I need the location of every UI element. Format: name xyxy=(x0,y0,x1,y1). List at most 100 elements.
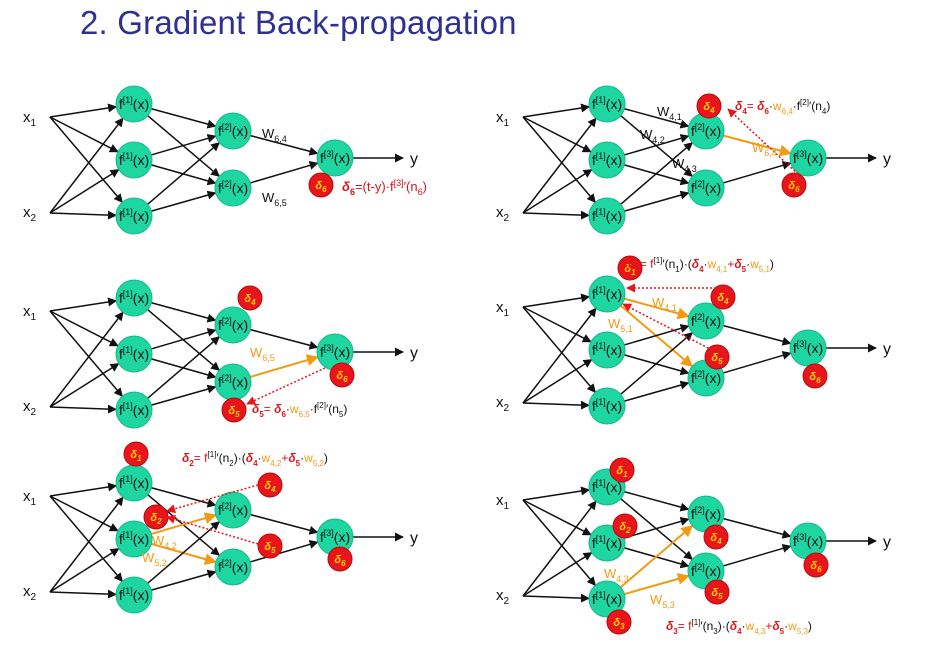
panel3-edge xyxy=(50,311,118,346)
panel3-edge xyxy=(151,303,215,321)
panel1-delta6: δ6 xyxy=(309,173,333,197)
panel3-edge xyxy=(50,301,116,311)
panel5-layer2-node-5: f[2](x) xyxy=(215,549,251,585)
panel1-edge xyxy=(151,193,215,211)
formula-delta3: δ3= f[1]′(n3)·(δ4·w4,3+δ5·w5,3) xyxy=(666,618,812,636)
panel1-output-node: f[3](x) xyxy=(317,140,353,176)
formula-delta6: δ6=(t-y)·f[3]′(n6) xyxy=(342,178,427,197)
panel6-edge xyxy=(723,519,790,537)
panel6-delta5: δ5 xyxy=(705,580,729,604)
panel6-delta1: δ1 xyxy=(610,458,634,482)
panel2-edge xyxy=(523,170,592,213)
panel5-edge xyxy=(50,592,116,594)
panel4-edge xyxy=(523,307,591,342)
panel6-edge xyxy=(624,492,688,510)
panel1-edge xyxy=(50,170,119,213)
panel1-edge xyxy=(250,163,317,183)
panel3-edge xyxy=(50,364,119,407)
panel4-hidden-node-3: f[1](x) xyxy=(589,388,625,424)
panel5-delta4: δ4 xyxy=(258,473,282,497)
panel4-y-label: y xyxy=(883,341,891,358)
panel1-edge xyxy=(50,213,116,215)
panel2-hidden-node-2: f[1](x) xyxy=(589,142,625,178)
panel6-x1-label: x1 xyxy=(496,492,510,512)
panel2-edge xyxy=(523,213,589,215)
panel5-x2-label: x2 xyxy=(23,583,37,603)
panel4-edge xyxy=(523,403,589,405)
panel3-edge xyxy=(50,407,116,409)
panel1-w64-label: W6,4 xyxy=(262,126,287,144)
panel4-delta6: δ6 xyxy=(803,364,827,388)
panel6-delta2: δ2 xyxy=(613,514,637,538)
panel4-hidden-node-1: f[1](x) xyxy=(589,276,625,312)
panel1-hidden-node-2: f[1](x) xyxy=(116,142,152,178)
panel6-edge xyxy=(523,501,596,596)
panel4-w51-label: W5,1 xyxy=(608,316,633,334)
panel2-edge xyxy=(523,118,596,213)
panel1-layer2-node-4: f[2](x) xyxy=(215,113,251,149)
panel4-hidden-node-2: f[1](x) xyxy=(589,332,625,368)
panel3-delta4: δ4 xyxy=(238,286,262,310)
panel4-edge xyxy=(624,326,688,345)
panel3-x2-label: x2 xyxy=(23,398,37,418)
panel6-y-label: y xyxy=(883,534,891,551)
panel2-edge xyxy=(523,117,591,152)
panel1-layer2-node-5: f[2](x) xyxy=(215,170,251,206)
panel4-w41-label: W4,1 xyxy=(652,295,677,313)
panel5-hidden-node-3: f[1](x) xyxy=(116,577,152,613)
panel4-edge xyxy=(523,360,592,403)
panel5-delta5: δ5 xyxy=(258,534,282,558)
panel5-w52-label: W5,2 xyxy=(142,550,167,568)
panel1-hidden-node-3: f[1](x) xyxy=(116,198,152,234)
panel6-edge xyxy=(723,546,790,566)
panel5-edge xyxy=(50,497,123,592)
panel5-edge xyxy=(50,549,119,592)
panel3-hidden-node-1: f[1](x) xyxy=(116,280,152,316)
panel6-delta6: δ6 xyxy=(804,553,828,577)
panel3-layer2-node-4: f[2](x) xyxy=(215,307,251,343)
panel6-edge xyxy=(523,596,589,598)
panel3-x1-label: x1 xyxy=(23,303,37,323)
panel3-edge xyxy=(151,387,215,405)
panel3-w65-label: W6,5 xyxy=(250,345,275,363)
panel4-x2-label: x2 xyxy=(496,394,510,414)
panel5-x1-label: x1 xyxy=(23,488,37,508)
panel2-delta6: δ6 xyxy=(782,173,806,197)
panel3-delta6: δ6 xyxy=(330,363,354,387)
panel6-delta4: δ4 xyxy=(704,525,728,549)
panel2-delta4: δ4 xyxy=(697,94,721,118)
panel3-edge xyxy=(250,357,317,377)
panel3-edge xyxy=(50,312,123,407)
panel2-x2-label: x2 xyxy=(496,204,510,224)
panel2-edge xyxy=(523,107,589,117)
panel4-delta5: δ5 xyxy=(705,345,729,369)
panel1-y-label: y xyxy=(410,151,418,168)
panel1-edge xyxy=(50,118,123,213)
panel2-w42-label: W4,2 xyxy=(640,127,665,145)
panel1-edge xyxy=(151,136,215,155)
panel5-delta2: δ2 xyxy=(144,505,168,529)
panel4-output-node: f[3](x) xyxy=(790,330,826,366)
panel3-delta5: δ5 xyxy=(222,398,246,422)
panel2-x1-label: x1 xyxy=(496,109,510,129)
panel6-x2-label: x2 xyxy=(496,587,510,607)
panel5-edge xyxy=(151,572,215,590)
panel2-edge xyxy=(723,163,790,183)
panel2-y-label: y xyxy=(883,151,891,168)
panel3-y-label: y xyxy=(410,345,418,362)
panel1-x2-label: x2 xyxy=(23,204,37,224)
panel6-edge xyxy=(523,500,591,535)
panel4-edge xyxy=(723,326,790,344)
panel6-delta3: δ3 xyxy=(607,610,631,634)
panel3-hidden-node-2: f[1](x) xyxy=(116,336,152,372)
panel2-hidden-node-1: f[1](x) xyxy=(589,86,625,122)
panel6-edge xyxy=(523,490,589,500)
panel1-hidden-node-1: f[1](x) xyxy=(116,86,152,122)
panel1-x1-label: x1 xyxy=(23,109,37,129)
panel6-edge xyxy=(523,553,592,596)
panel3-layer2-node-5: f[2](x) xyxy=(215,364,251,400)
panel4-x1-label: x1 xyxy=(496,299,510,319)
formula-delta5: δ5= δ6·w6,5·f[2]′(n5) xyxy=(252,401,347,419)
panel4-edge xyxy=(723,353,790,373)
